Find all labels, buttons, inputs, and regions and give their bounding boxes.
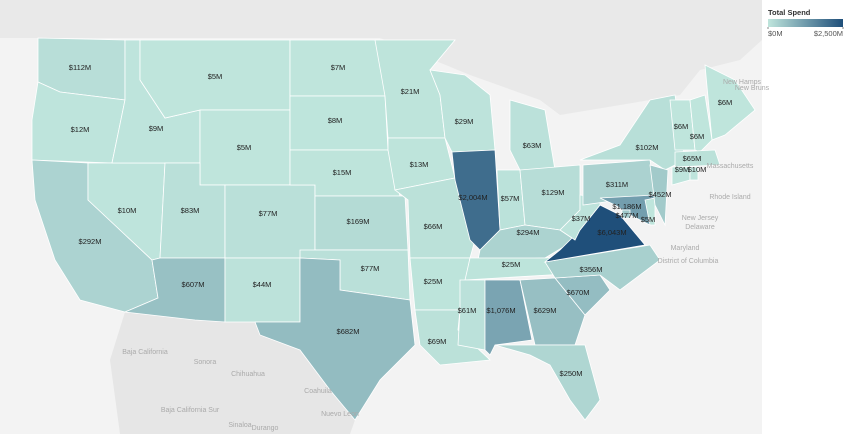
- place-label: Rhode Island: [709, 194, 750, 201]
- value-label: $10M: [118, 206, 137, 215]
- value-label: $5M: [237, 143, 252, 152]
- place-label: Nuevo Leon: [321, 411, 359, 418]
- place-label: Baja California Sur: [161, 407, 220, 414]
- value-label: $250M: [560, 369, 583, 378]
- value-label: $57M: [501, 194, 520, 203]
- value-label: $69M: [428, 337, 447, 346]
- legend-title: Total Spend: [768, 8, 811, 17]
- region: [519, 277, 586, 346]
- value-label: $10M: [688, 165, 707, 174]
- value-label: $311M: [606, 180, 628, 189]
- value-label: $292M: [79, 237, 102, 246]
- value-label: $29M: [455, 117, 474, 126]
- value-label: $65M: [683, 154, 702, 163]
- legend-tick-label: $2,500M: [814, 29, 843, 38]
- place-label: Coahuila: [304, 388, 332, 395]
- region: [674, 149, 721, 168]
- value-label: $5M: [208, 72, 223, 81]
- legend-tick-label: $0M: [768, 29, 783, 38]
- place-label: New Jersey: [682, 215, 719, 222]
- value-label: $25M: [424, 277, 443, 286]
- region: [544, 244, 661, 291]
- place-label: Durango: [252, 425, 279, 432]
- legend-gradient: [768, 19, 843, 27]
- value-label: $670M: [567, 288, 590, 297]
- value-label: $44M: [253, 280, 272, 289]
- value-label: $6M: [718, 98, 733, 107]
- place-label: Massachusetts: [707, 163, 754, 170]
- value-label: $112M: [69, 63, 91, 72]
- region: [644, 197, 656, 226]
- region: [621, 209, 631, 219]
- value-label: $1,076M: [486, 306, 515, 315]
- value-label: $129M: [542, 188, 565, 197]
- value-label: $77M: [259, 209, 278, 218]
- place-label: Delaware: [685, 224, 715, 231]
- value-label: $1,186M: [612, 202, 641, 211]
- value-label: $15M: [333, 168, 352, 177]
- region: [224, 257, 301, 323]
- place-label: New Hamps: [723, 79, 762, 86]
- value-label: $6M: [690, 132, 705, 141]
- place-label: Maryland: [671, 245, 700, 252]
- region: [689, 166, 699, 181]
- value-label: $452M: [649, 190, 672, 199]
- value-label: $21M: [401, 87, 420, 96]
- value-label: $7M: [331, 63, 346, 72]
- region: [457, 279, 486, 351]
- value-label: $37M: [572, 214, 591, 223]
- value-label: $25M: [502, 260, 521, 269]
- value-label: $83M: [181, 206, 200, 215]
- value-label: $63M: [523, 141, 542, 150]
- value-label: $629M: [534, 306, 557, 315]
- mexico: [110, 312, 355, 434]
- place-label: New Bruns: [735, 85, 770, 92]
- value-label: $169M: [347, 217, 370, 226]
- region: [254, 257, 416, 421]
- place-label: District of Columbia: [658, 258, 719, 265]
- value-label: $6M: [674, 122, 689, 131]
- value-label: $61M: [458, 306, 477, 315]
- place-label: Sonora: [194, 359, 217, 366]
- value-label: $477M: [616, 211, 639, 220]
- value-label: $682M: [337, 327, 360, 336]
- value-label: $9M: [675, 165, 690, 174]
- value-label: $9M: [149, 124, 164, 133]
- value-label: $6,043M: [597, 228, 626, 237]
- value-label: $8M: [328, 116, 343, 125]
- value-label: $5M: [641, 215, 656, 224]
- value-label: $12M: [71, 125, 90, 134]
- value-label: $13M: [410, 160, 429, 169]
- value-label: $607M: [182, 280, 205, 289]
- value-label: $2,004M: [458, 193, 487, 202]
- value-label: $77M: [361, 264, 380, 273]
- place-label: Chihuahua: [231, 371, 265, 378]
- place-label: Sinaloa: [228, 422, 251, 429]
- value-label: $66M: [424, 222, 443, 231]
- region: [494, 344, 601, 421]
- region: [649, 164, 669, 227]
- region: [224, 184, 316, 259]
- region: [704, 64, 756, 141]
- region: [123, 257, 226, 323]
- place-label: Baja California: [122, 349, 168, 356]
- value-label: $294M: [517, 228, 540, 237]
- canada: [0, 0, 762, 115]
- region: [689, 94, 713, 153]
- value-label: $356M: [580, 265, 603, 274]
- value-label: $102M: [636, 143, 659, 152]
